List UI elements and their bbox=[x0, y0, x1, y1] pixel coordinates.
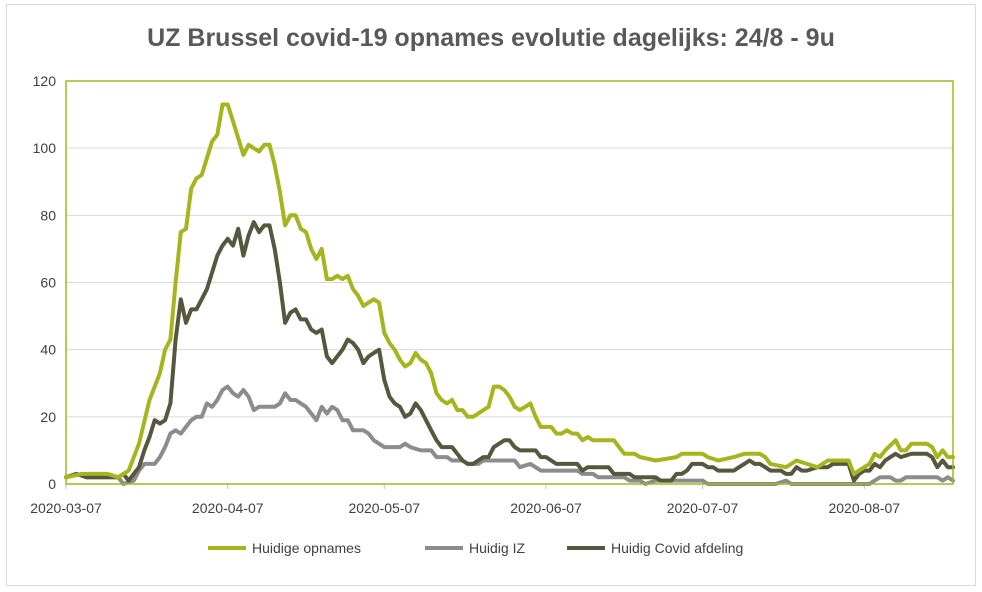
y-tick-label: 100 bbox=[33, 140, 57, 156]
chart-title: UZ Brussel covid-19 opnames evolutie dag… bbox=[147, 24, 835, 52]
x-tick-label: 2020-07-07 bbox=[667, 500, 739, 516]
legend-label-opnames: Huidige opnames bbox=[252, 540, 361, 556]
legend-label-covid: Huidig Covid afdeling bbox=[611, 540, 744, 556]
y-tick-label: 60 bbox=[40, 275, 56, 291]
y-tick-label: 40 bbox=[40, 342, 56, 358]
y-tick-label: 20 bbox=[40, 409, 56, 425]
x-axis-ticks: 2020-03-07 2020-04-07 2020-05-07 2020-06-07… bbox=[30, 484, 900, 516]
legend-swatch-covid bbox=[567, 546, 605, 550]
legend-swatch-opnames bbox=[208, 546, 246, 550]
x-tick-label: 2020-04-07 bbox=[192, 500, 264, 516]
plot-area-border bbox=[65, 80, 954, 485]
chart-frame bbox=[6, 4, 976, 586]
legend-item-opnames: Huidige opnames bbox=[208, 540, 361, 556]
series-line-opnames bbox=[64, 102, 955, 480]
x-tick-label: 2020-08-07 bbox=[828, 500, 900, 516]
y-tick-label: 80 bbox=[40, 207, 56, 223]
legend-item-covid: Huidig Covid afdeling bbox=[567, 540, 743, 556]
x-tick-label: 2020-06-07 bbox=[510, 500, 582, 516]
gridlines bbox=[66, 147, 953, 418]
x-tick-label: 2020-05-07 bbox=[348, 500, 420, 516]
series-line-covid bbox=[64, 220, 955, 483]
legend: Huidige opnames Huidig IZ Huidig Covid a… bbox=[0, 540, 982, 562]
x-tick-label: 2020-03-07 bbox=[30, 500, 102, 516]
y-tick-label: 120 bbox=[33, 73, 57, 89]
legend-item-iz: Huidig IZ bbox=[425, 540, 525, 556]
legend-label-iz: Huidig IZ bbox=[469, 540, 526, 556]
series-line-iz bbox=[64, 384, 955, 486]
y-tick-label: 0 bbox=[48, 476, 56, 492]
y-axis-ticks: 0 20 40 60 80 100 120 bbox=[33, 73, 57, 492]
series-lines bbox=[64, 102, 955, 486]
legend-swatch-iz bbox=[425, 546, 463, 550]
